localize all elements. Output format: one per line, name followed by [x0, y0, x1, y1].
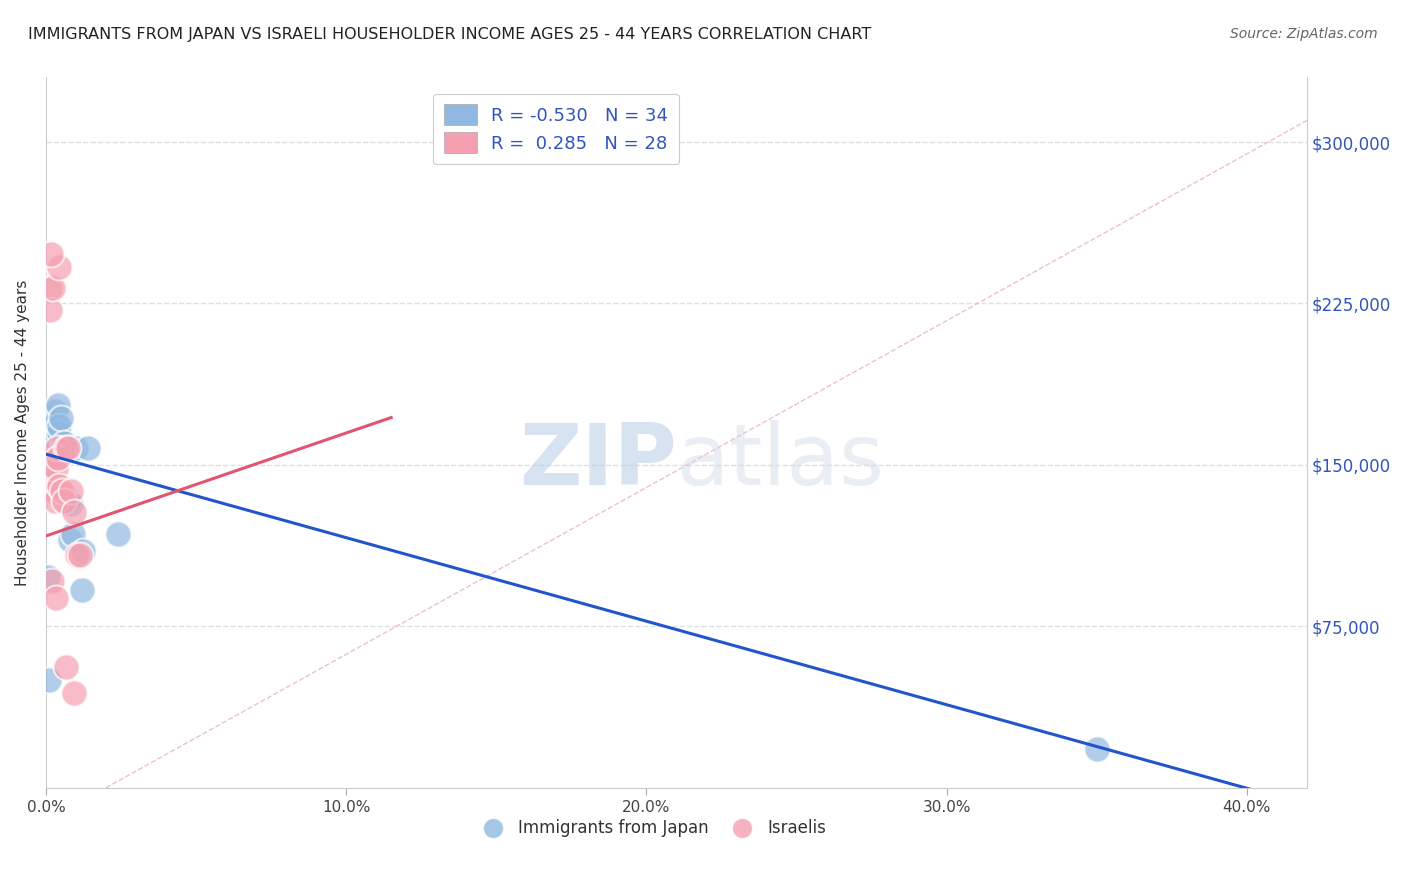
Point: [53, 494, 76, 508]
Point: [53, 436, 76, 450]
Point: [44, 419, 66, 434]
Point: [42, 436, 65, 450]
Point: [38, 281, 60, 295]
Point: [59, 483, 82, 498]
Point: [70, 582, 93, 597]
Point: [62, 526, 84, 541]
Point: [46, 451, 69, 466]
Legend: R = -0.530   N = 34, R =  0.285   N = 28: R = -0.530 N = 34, R = 0.285 N = 28: [433, 94, 679, 164]
Point: [41, 425, 63, 440]
Point: [42, 458, 65, 472]
Point: [1085, 742, 1108, 756]
Point: [56, 490, 79, 504]
Point: [41, 447, 63, 461]
Point: [48, 479, 70, 493]
Point: [46, 398, 69, 412]
Point: [37, 570, 59, 584]
Point: [41, 247, 63, 261]
Point: [39, 410, 62, 425]
Point: [107, 526, 129, 541]
Text: Source: ZipAtlas.com: Source: ZipAtlas.com: [1230, 27, 1378, 41]
Point: [38, 483, 60, 498]
Point: [41, 574, 63, 588]
Point: [63, 505, 86, 519]
Point: [45, 591, 67, 606]
Text: atlas: atlas: [676, 419, 884, 502]
Point: [37, 453, 59, 467]
Point: [60, 497, 83, 511]
Point: [48, 425, 70, 440]
Text: ZIP: ZIP: [519, 419, 676, 502]
Point: [44, 494, 66, 508]
Point: [66, 549, 89, 563]
Point: [55, 660, 77, 674]
Point: [51, 441, 73, 455]
Point: [58, 441, 80, 455]
Point: [41, 473, 63, 487]
Point: [41, 432, 63, 446]
Point: [48, 260, 70, 274]
Point: [46, 441, 69, 455]
Y-axis label: Householder Income Ages 25 - 44 years: Householder Income Ages 25 - 44 years: [15, 279, 30, 586]
Point: [42, 415, 65, 429]
Point: [44, 404, 66, 418]
Point: [39, 302, 62, 317]
Point: [49, 410, 72, 425]
Point: [41, 453, 63, 467]
Point: [51, 483, 73, 498]
Text: IMMIGRANTS FROM JAPAN VS ISRAELI HOUSEHOLDER INCOME AGES 25 - 44 YEARS CORRELATI: IMMIGRANTS FROM JAPAN VS ISRAELI HOUSEHO…: [28, 27, 872, 42]
Point: [41, 281, 63, 295]
Point: [72, 544, 94, 558]
Point: [69, 549, 91, 563]
Point: [63, 686, 86, 700]
Point: [65, 441, 87, 455]
Point: [41, 419, 63, 434]
Point: [77, 441, 100, 455]
Point: [41, 441, 63, 455]
Point: [44, 483, 66, 498]
Point: [38, 419, 60, 434]
Point: [45, 432, 67, 446]
Point: [37, 458, 59, 472]
Point: [38, 673, 60, 687]
Point: [48, 419, 70, 434]
Point: [44, 432, 66, 446]
Point: [59, 533, 82, 548]
Point: [45, 462, 67, 476]
Point: [56, 494, 79, 508]
Point: [45, 415, 67, 429]
Point: [55, 441, 77, 455]
